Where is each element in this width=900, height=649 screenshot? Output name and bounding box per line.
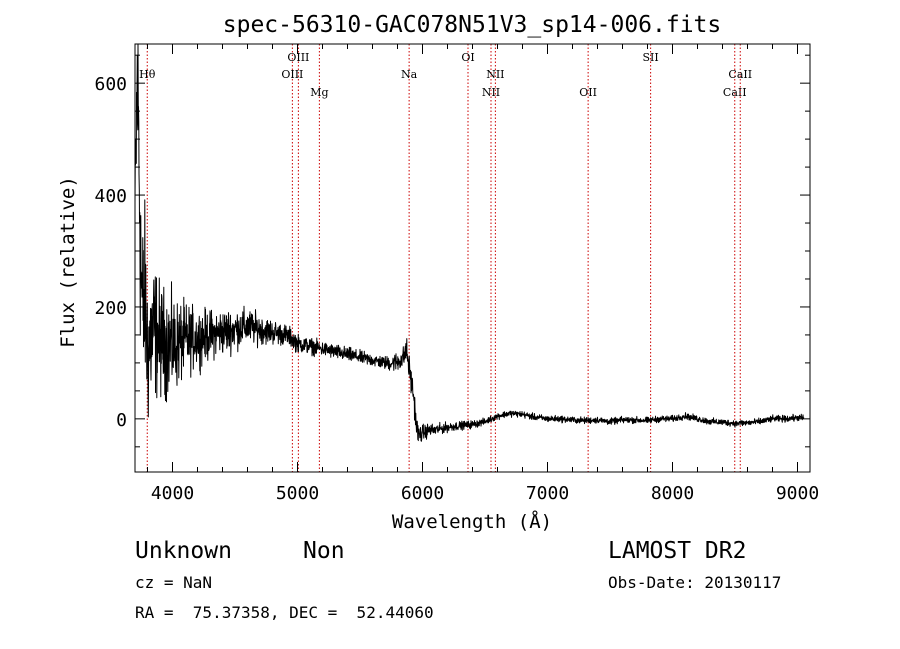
y-tick-label: 200 <box>94 298 127 319</box>
x-tick-label: 4000 <box>151 483 194 504</box>
spectrum-line <box>134 43 805 442</box>
y-axis-label: Flux (relative) <box>57 176 79 348</box>
x-tick-label: 6000 <box>401 483 444 504</box>
emission-line-markers: Hθ OIII OIII Mg Na OI NII NII OII SII CaII CaII <box>139 44 752 472</box>
line-label: OIII <box>281 68 303 81</box>
line-label: Na <box>401 68 418 81</box>
line-label: Hθ <box>139 68 156 81</box>
line-label: CaII <box>728 68 752 81</box>
x-tick-label: 9000 <box>776 483 819 504</box>
plot-frame <box>134 43 811 473</box>
line-label: SII <box>643 51 659 64</box>
y-tick-label: 400 <box>94 186 127 207</box>
redshift-cz: cz = NaN <box>135 573 213 592</box>
x-tick-label: 8000 <box>651 483 694 504</box>
axis-ticks: 4000 5000 6000 7000 8000 9000 0 200 400 600 <box>94 44 819 504</box>
line-label: NII <box>486 68 504 81</box>
observation-date: Obs-Date: 20130117 <box>608 573 782 592</box>
line-label: OII <box>579 86 597 99</box>
object-subclass: Non <box>303 538 345 564</box>
y-tick-label: 0 <box>116 410 127 431</box>
line-label: Mg <box>310 86 328 99</box>
line-label: NII <box>482 86 500 99</box>
chart-title: spec-56310-GAC078N51V3_sp14-006.fits <box>223 12 722 38</box>
line-label: CaII <box>723 86 747 99</box>
line-label: OI <box>461 51 474 64</box>
x-tick-label: 7000 <box>526 483 569 504</box>
x-axis-label: Wavelength (Å) <box>392 510 552 533</box>
line-label: OIII <box>287 51 309 64</box>
spectrum-series <box>134 43 805 442</box>
y-tick-label: 600 <box>94 74 127 95</box>
survey-release: LAMOST DR2 <box>608 538 747 564</box>
x-tick-label: 5000 <box>276 483 319 504</box>
coordinates: RA = 75.37358, DEC = 52.44060 <box>135 603 434 622</box>
object-type: Unknown <box>135 538 232 564</box>
